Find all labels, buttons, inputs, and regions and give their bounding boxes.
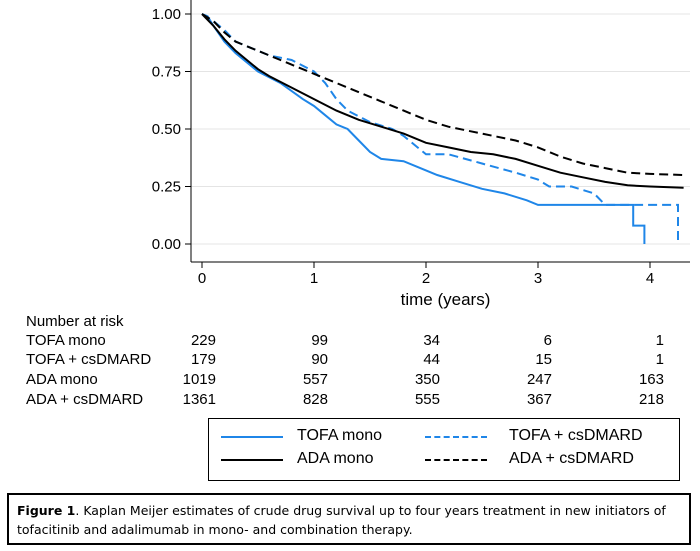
risk-cell: 557 — [302, 371, 328, 388]
x-tick-label: 3 — [534, 270, 542, 287]
y-tick-label: 0.25 — [152, 179, 181, 196]
legend-swatch-ada-csdmard — [425, 459, 487, 461]
risk-cell: 218 — [638, 391, 664, 408]
risk-row-label: ADA mono — [26, 371, 98, 388]
risk-cell: 350 — [414, 371, 440, 388]
risk-cell: 6 — [543, 332, 552, 349]
y-tick-label: 1.00 — [152, 6, 181, 23]
caption-label: Figure 1 — [17, 503, 76, 518]
legend-swatch-tofa-mono — [221, 436, 283, 438]
risk-row-label: TOFA + csDMARD — [26, 351, 152, 368]
x-tick-label: 2 — [422, 270, 430, 287]
legend-label: TOFA mono — [297, 427, 383, 444]
legend-swatch-tofa-csdmard — [425, 436, 487, 438]
risk-cell: 163 — [638, 371, 664, 388]
x-tick-label: 0 — [198, 270, 206, 287]
y-tick-label: 0.00 — [152, 236, 181, 253]
risk-cell: 1361 — [182, 391, 216, 408]
figure-caption: Figure 1. Kaplan Meijer estimates of cru… — [7, 493, 691, 545]
y-tick-label: 0.50 — [152, 121, 181, 138]
risk-table-title: Number at risk — [26, 313, 124, 330]
legend: TOFA mono TOFA + csDMARD ADA mono ADA + … — [208, 418, 680, 481]
risk-cell: 99 — [311, 332, 328, 349]
legend-label: ADA mono — [297, 450, 374, 467]
risk-row-label: TOFA mono — [26, 332, 106, 349]
risk-cell: 90 — [311, 351, 328, 368]
risk-cell: 1 — [655, 351, 664, 368]
risk-cell: 179 — [190, 351, 216, 368]
legend-label: TOFA + csDMARD — [509, 427, 643, 444]
plot-area — [191, 0, 690, 262]
caption-text: . Kaplan Meijer estimates of crude drug … — [17, 503, 666, 537]
risk-cell: 555 — [414, 391, 440, 408]
series-line-tofa-mono — [201, 13, 646, 244]
legend-label: ADA + csDMARD — [509, 450, 634, 467]
survival-chart: 0.00 0.25 0.50 0.75 1.00 0 1 2 3 4 time (years) — [152, 0, 690, 309]
y-tick-label: 0.75 — [152, 64, 181, 81]
x-tick-label: 4 — [646, 270, 654, 287]
risk-cell: 44 — [423, 351, 440, 368]
risk-cell: 367 — [526, 391, 552, 408]
risk-cell: 1019 — [182, 371, 216, 388]
risk-cell: 247 — [526, 371, 552, 388]
series-line-ada-csdmard — [201, 13, 684, 176]
x-axis-title: time (years) — [401, 290, 491, 309]
risk-cell: 229 — [190, 332, 216, 349]
legend-swatch-ada-mono — [221, 459, 283, 461]
risk-cell: 15 — [535, 351, 552, 368]
series-line-ada-mono — [201, 13, 684, 189]
risk-row-label: ADA + csDMARD — [26, 391, 144, 408]
x-tick-label: 1 — [310, 270, 318, 287]
risk-cell: 828 — [302, 391, 328, 408]
risk-cell: 1 — [655, 332, 664, 349]
risk-cell: 34 — [423, 332, 440, 349]
